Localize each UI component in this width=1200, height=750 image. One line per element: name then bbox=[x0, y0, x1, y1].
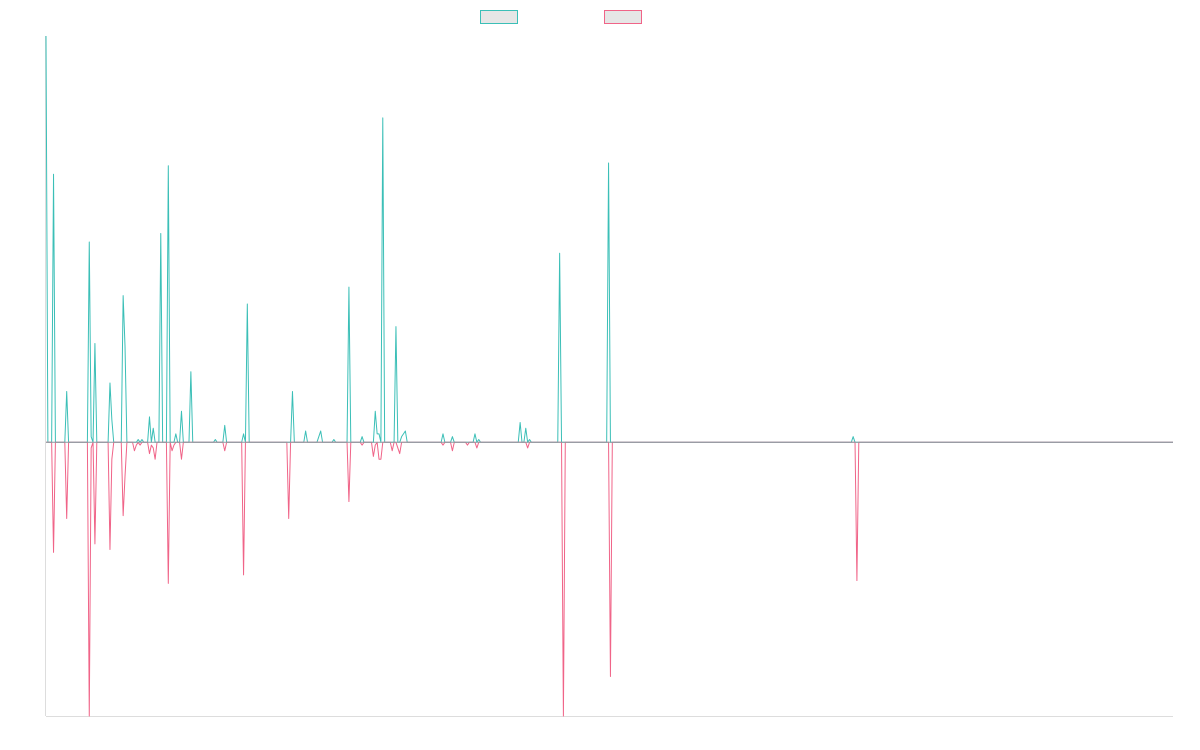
series-layer bbox=[45, 35, 1173, 717]
legend-swatch-series-1 bbox=[480, 10, 518, 24]
series-line-2[interactable] bbox=[46, 441, 1173, 717]
legend-swatch-series-2 bbox=[604, 10, 642, 24]
chart-legend bbox=[0, 9, 1200, 27]
legend-item-series-2[interactable] bbox=[604, 9, 648, 25]
series-line-1[interactable] bbox=[45, 35, 1173, 443]
legend-item-series-1[interactable] bbox=[480, 9, 524, 25]
